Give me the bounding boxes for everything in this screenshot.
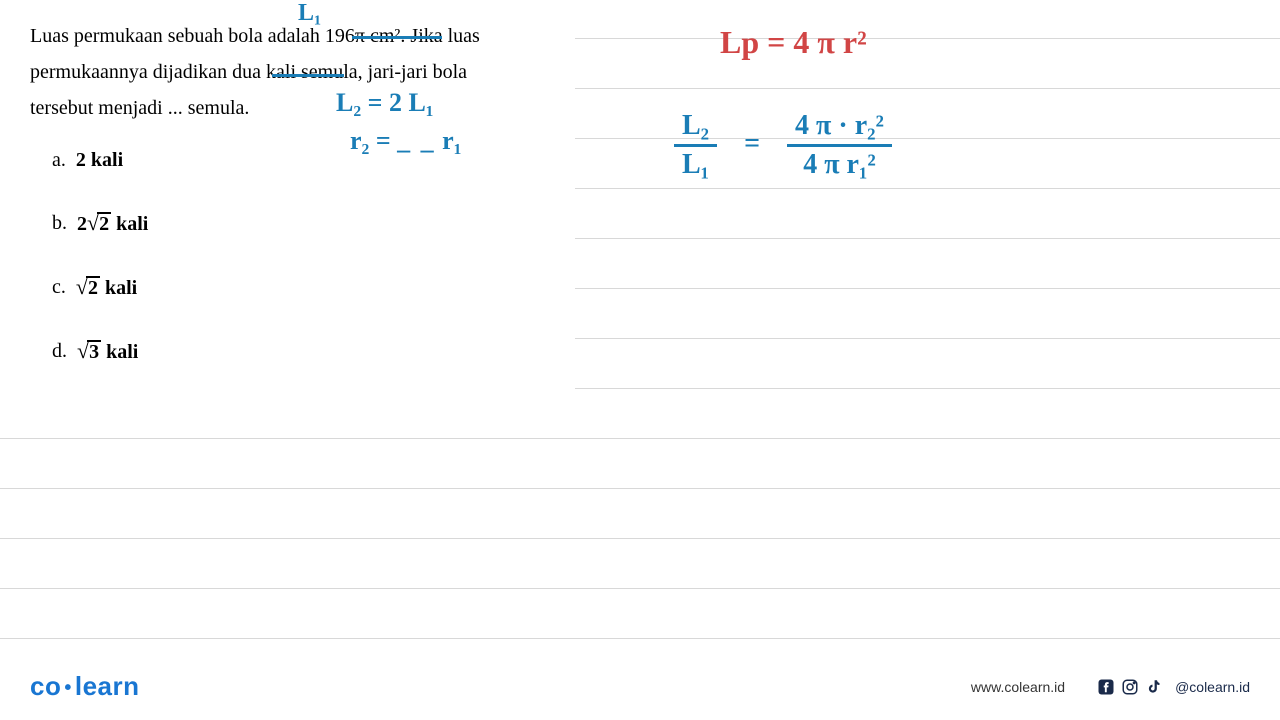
handwriting-formula: Lp = 4 π r² (720, 24, 867, 61)
option-c[interactable]: c. √2 kali (30, 276, 1250, 298)
footer: co•learn www.colearn.id @colearn.id (0, 671, 1280, 702)
footer-right: www.colearn.id @colearn.id (971, 678, 1250, 696)
handwriting-fraction: L₂ L₁ = 4 π · r₂² 4 π r₁² (670, 110, 896, 181)
option-d[interactable]: d. √3 kali (30, 340, 1250, 362)
option-text: 2√2 kali (77, 212, 148, 234)
option-letter: c. (52, 277, 66, 297)
handwriting-l1-label: L₁ (298, 0, 321, 27)
question-text: Luas permukaan sebuah bola adalah 196π c… (30, 18, 590, 126)
fraction-left: L₂ L₁ (674, 110, 717, 181)
option-letter: b. (52, 213, 67, 233)
facebook-icon[interactable] (1097, 678, 1115, 696)
handwriting-eq-r2: r₂ = _ _ r₁ (350, 126, 462, 156)
option-a[interactable]: a. 2 kali (30, 150, 1250, 170)
social-handle: @colearn.id (1175, 679, 1250, 695)
logo: co•learn (30, 671, 140, 702)
answer-options: a. 2 kali b. 2√2 kali c. √2 kali d. √3 k… (30, 150, 1250, 362)
question-line-2: permukaannya dijadikan dua kali semula, … (30, 54, 590, 90)
handwriting-eq-l2: L₂ = 2 L₁ (336, 88, 434, 118)
option-text: √3 kali (77, 340, 138, 362)
social-icons (1097, 678, 1163, 696)
option-text: 2 kali (76, 150, 123, 170)
question-content: Luas permukaan sebuah bola adalah 196π c… (0, 0, 1280, 362)
option-letter: a. (52, 150, 66, 170)
handwriting-underline-1 (352, 36, 442, 39)
option-text: √2 kali (76, 276, 137, 298)
question-line-3: tersebut menjadi ... semula. (30, 90, 590, 126)
instagram-icon[interactable] (1121, 678, 1139, 696)
fraction-right: 4 π · r₂² 4 π r₁² (787, 110, 892, 181)
tiktok-icon[interactable] (1145, 678, 1163, 696)
website-url: www.colearn.id (971, 679, 1065, 695)
option-letter: d. (52, 341, 67, 361)
page: Luas permukaan sebuah bola adalah 196π c… (0, 0, 1280, 720)
option-b[interactable]: b. 2√2 kali (30, 212, 1250, 234)
handwriting-underline-2 (272, 74, 344, 77)
